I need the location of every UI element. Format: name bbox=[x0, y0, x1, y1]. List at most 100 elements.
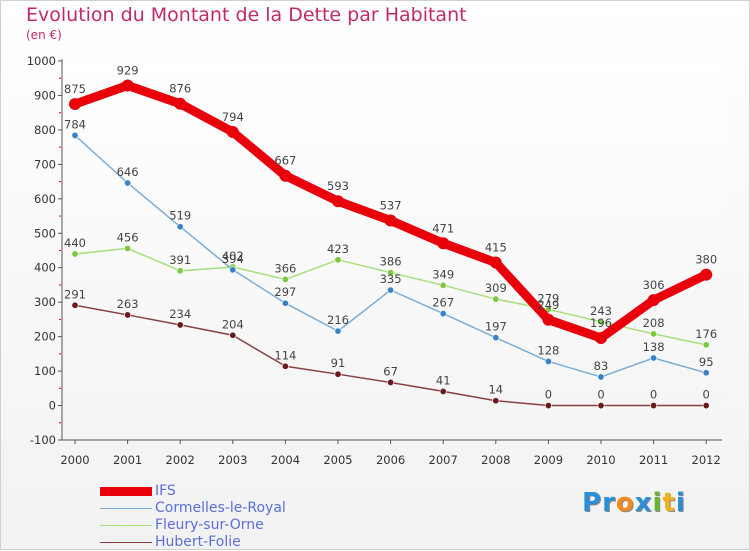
data-point bbox=[544, 357, 552, 365]
data-point bbox=[332, 195, 344, 208]
data-point bbox=[597, 402, 605, 410]
data-point bbox=[597, 318, 605, 326]
data-label: 876 bbox=[169, 82, 191, 96]
data-point bbox=[334, 327, 342, 335]
data-point bbox=[176, 321, 184, 329]
legend-label: Cormelles-le-Royal bbox=[155, 500, 286, 516]
data-label: 306 bbox=[643, 278, 665, 292]
data-point bbox=[650, 354, 658, 362]
data-point bbox=[650, 330, 658, 338]
x-tick-label: 2007 bbox=[429, 453, 458, 467]
data-point bbox=[700, 268, 713, 281]
data-label: 423 bbox=[327, 242, 349, 256]
data-point bbox=[439, 387, 447, 395]
data-label: 204 bbox=[222, 317, 244, 331]
data-label: 243 bbox=[590, 304, 612, 318]
data-point bbox=[489, 256, 502, 269]
legend-item: IFS bbox=[100, 483, 286, 500]
y-tick-label: 0 bbox=[49, 399, 56, 413]
data-label: 0 bbox=[597, 388, 604, 402]
data-label: 794 bbox=[222, 110, 244, 124]
data-label: 0 bbox=[545, 388, 552, 402]
logo-letter: P bbox=[582, 488, 603, 518]
x-tick-label: 2009 bbox=[534, 453, 563, 467]
data-point bbox=[544, 305, 552, 313]
data-point bbox=[176, 267, 184, 275]
data-point bbox=[437, 237, 450, 250]
plot-area bbox=[62, 61, 722, 440]
data-point bbox=[595, 332, 607, 345]
data-point bbox=[492, 295, 500, 303]
data-label: 267 bbox=[432, 296, 454, 310]
data-label: 667 bbox=[274, 154, 296, 168]
y-tick-label: 600 bbox=[34, 192, 56, 206]
x-tick-label: 2012 bbox=[692, 453, 721, 467]
data-label: 366 bbox=[274, 261, 296, 275]
data-label: 263 bbox=[117, 297, 139, 311]
legend-item: Cormelles-le-Royal bbox=[100, 500, 286, 517]
data-point bbox=[281, 299, 289, 307]
data-label: 519 bbox=[169, 209, 191, 223]
x-tick-label: 2001 bbox=[113, 453, 142, 467]
data-point bbox=[387, 378, 395, 386]
data-point bbox=[71, 250, 79, 258]
data-label: 335 bbox=[380, 272, 402, 286]
x-tick-label: 2004 bbox=[271, 453, 300, 467]
data-label: 349 bbox=[432, 267, 454, 281]
legend-label: IFS bbox=[155, 483, 176, 499]
data-point bbox=[387, 269, 395, 277]
data-point bbox=[542, 313, 555, 326]
legend-swatch bbox=[100, 487, 152, 496]
data-point bbox=[702, 402, 710, 410]
x-tick-label: 2010 bbox=[586, 453, 615, 467]
data-label: 456 bbox=[117, 230, 139, 244]
y-tick-label: 100 bbox=[34, 364, 56, 378]
data-point bbox=[226, 125, 239, 138]
x-tick-label: 2003 bbox=[218, 453, 247, 467]
data-label: 297 bbox=[274, 285, 296, 299]
data-point bbox=[176, 223, 184, 231]
x-tick-label: 2008 bbox=[481, 453, 510, 467]
data-point bbox=[124, 244, 132, 252]
data-label: 208 bbox=[643, 316, 665, 330]
data-label: 929 bbox=[117, 63, 139, 77]
logo-letter: o bbox=[615, 488, 635, 518]
y-tick-label: 300 bbox=[34, 295, 56, 309]
data-point bbox=[702, 369, 710, 377]
legend-swatch bbox=[100, 524, 152, 527]
logo-letter: r bbox=[602, 488, 616, 518]
data-label: 279 bbox=[537, 291, 559, 305]
data-point bbox=[124, 179, 132, 187]
data-point bbox=[492, 334, 500, 342]
data-point bbox=[650, 402, 658, 410]
x-tick-label: 2005 bbox=[323, 453, 352, 467]
data-label: 14 bbox=[488, 383, 503, 397]
data-label: 309 bbox=[485, 281, 507, 295]
data-point bbox=[702, 341, 710, 349]
data-label: 386 bbox=[380, 255, 402, 269]
data-label: 128 bbox=[537, 343, 559, 357]
data-label: 138 bbox=[643, 340, 665, 354]
data-label: 440 bbox=[64, 236, 86, 250]
logo-letter: t bbox=[662, 488, 676, 518]
data-point bbox=[174, 97, 187, 110]
data-label: 0 bbox=[703, 388, 710, 402]
legend-label: Hubert-Folie bbox=[155, 534, 241, 550]
y-tick-label: 800 bbox=[34, 123, 56, 137]
chart-subtitle: (en €) bbox=[26, 28, 62, 42]
data-label: 0 bbox=[650, 388, 657, 402]
proxiti-logo: Proxiti bbox=[582, 488, 686, 518]
y-tick-label: 200 bbox=[34, 330, 56, 344]
legend-swatch bbox=[100, 507, 152, 510]
data-point bbox=[334, 256, 342, 264]
data-label: 216 bbox=[327, 313, 349, 327]
data-point bbox=[439, 281, 447, 289]
chart-legend: IFS Cormelles-le-Royal Fleury-sur-Orne Hube… bbox=[100, 483, 286, 551]
legend-swatch bbox=[100, 541, 152, 544]
y-tick-label: -100 bbox=[30, 433, 56, 447]
data-label: 380 bbox=[695, 253, 717, 267]
y-tick-label: 900 bbox=[34, 88, 56, 102]
data-label: 41 bbox=[436, 373, 451, 387]
logo-letter: x bbox=[634, 488, 653, 518]
